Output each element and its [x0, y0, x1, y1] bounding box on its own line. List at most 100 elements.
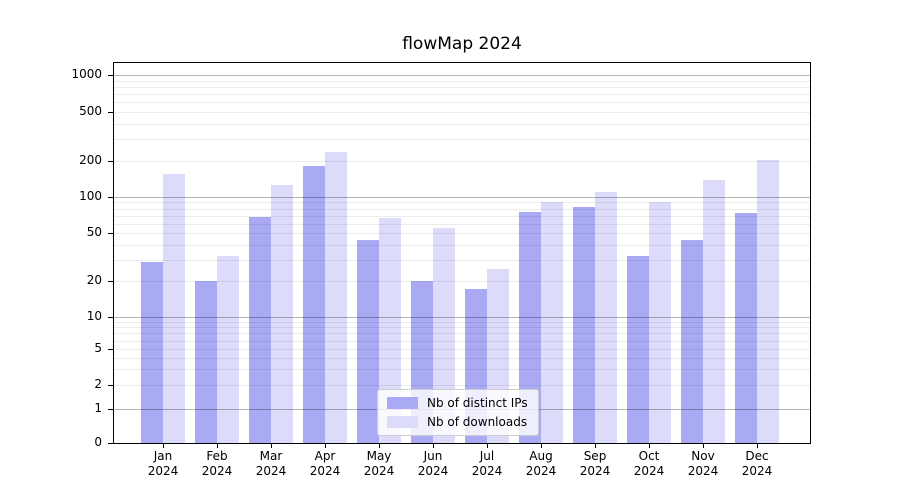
y-tick-label-1: 1 — [94, 400, 102, 415]
x-tick-mark-jan — [163, 444, 164, 448]
minor-gridline-300 — [114, 139, 810, 140]
x-tick-mark-oct — [649, 444, 650, 448]
y-tick-mark-1 — [108, 408, 113, 410]
x-tick-year-aug: 2024 — [525, 464, 557, 478]
bar-downloads-sep — [595, 192, 617, 443]
bar-downloads-nov — [703, 179, 725, 443]
bar-distinct-ips-apr — [303, 166, 325, 443]
x-tick-year-dec: 2024 — [741, 464, 773, 478]
minor-gridline-70 — [114, 216, 810, 217]
x-tick-label-jul: Jul 2024 — [459, 449, 515, 479]
minor-gridline-5 — [114, 349, 810, 350]
minor-gridline-7 — [114, 333, 810, 334]
minor-gridline-900 — [114, 81, 810, 82]
y-tick-mark-1000 — [108, 75, 113, 76]
chart-title: flowMap 2024 — [402, 34, 522, 54]
y-tick-label-5: 5 — [94, 341, 102, 355]
bar-distinct-ips-mar — [249, 217, 271, 443]
x-tick-label-may: May 2024 — [351, 449, 407, 479]
x-tick-label-nov: Nov 2024 — [675, 449, 731, 479]
y-tick-mark-200 — [108, 161, 113, 162]
y-tick-mark-20 — [108, 281, 113, 282]
bar-distinct-ips-jan — [141, 261, 163, 443]
x-tick-label-jan: Jan 2024 — [135, 449, 191, 479]
bar-downloads-dec — [757, 159, 779, 443]
y-tick-mark-500 — [108, 112, 113, 113]
legend-item-downloads: Nb of downloads — [387, 415, 528, 429]
x-tick-mark-apr — [325, 444, 326, 448]
bar-distinct-ips-feb — [195, 281, 217, 443]
x-tick-label-aug: Aug 2024 — [513, 449, 569, 479]
y-tick-label-500: 500 — [79, 104, 102, 118]
y-tick-label-200: 200 — [79, 153, 102, 167]
x-tick-label-feb: Feb 2024 — [189, 449, 245, 479]
minor-gridline-8 — [114, 327, 810, 328]
x-tick-year-oct: 2024 — [633, 464, 665, 478]
minor-gridline-20 — [114, 281, 810, 282]
y-tick-mark-50 — [108, 233, 113, 234]
legend-swatch-distinct-ips — [387, 397, 418, 409]
major-gridline-100 — [114, 197, 810, 198]
minor-gridline-90 — [114, 202, 810, 203]
x-tick-mark-jul — [487, 444, 488, 448]
minor-gridline-3 — [114, 369, 810, 370]
x-tick-mark-may — [379, 444, 380, 448]
y-tick-label-20: 20 — [86, 273, 102, 287]
y-tick-label-10: 10 — [86, 309, 102, 323]
minor-gridline-600 — [114, 102, 810, 103]
minor-gridline-30 — [114, 260, 810, 261]
bar-downloads-aug — [541, 201, 563, 443]
major-gridline-1000 — [114, 75, 810, 76]
minor-gridline-4 — [114, 358, 810, 359]
bar-downloads-oct — [649, 201, 671, 443]
minor-gridline-40 — [114, 245, 810, 246]
minor-gridline-60 — [114, 224, 810, 225]
minor-gridline-700 — [114, 94, 810, 95]
bar-downloads-may — [379, 217, 401, 443]
bar-distinct-ips-dec — [735, 213, 757, 443]
minor-gridline-500 — [114, 112, 810, 113]
legend-label-downloads: Nb of downloads — [427, 415, 528, 429]
minor-gridline-800 — [114, 87, 810, 88]
bar-distinct-ips-oct — [627, 256, 649, 443]
x-tick-mark-aug — [541, 444, 542, 448]
x-tick-mark-jun — [433, 444, 434, 448]
x-tick-year-nov: 2024 — [687, 464, 719, 478]
y-tick-label-1000: 1000 — [71, 67, 102, 81]
x-tick-year-jul: 2024 — [471, 464, 503, 478]
legend-swatch-downloads — [387, 416, 418, 428]
y-tick-label-100: 100 — [79, 189, 102, 203]
bar-downloads-apr — [325, 152, 347, 443]
minor-gridline-2 — [114, 385, 810, 386]
plot-area: Nb of distinct IPs Nb of downloads — [113, 62, 811, 444]
legend-label-distinct-ips: Nb of distinct IPs — [427, 396, 528, 410]
minor-gridline-200 — [114, 161, 810, 162]
y-tick-mark-2 — [108, 385, 113, 386]
x-tick-year-mar: 2024 — [255, 464, 287, 478]
x-tick-label-jun: Jun 2024 — [405, 449, 461, 479]
minor-gridline-50 — [114, 233, 810, 234]
y-tick-mark-100 — [108, 197, 113, 198]
bar-distinct-ips-aug — [519, 211, 541, 443]
x-tick-label-oct: Oct 2024 — [621, 449, 677, 479]
bar-downloads-jan — [163, 174, 185, 443]
y-tick-label-2: 2 — [94, 377, 102, 391]
bar-downloads-feb — [217, 256, 239, 443]
bar-distinct-ips-may — [357, 239, 379, 443]
x-tick-year-may: 2024 — [363, 464, 395, 478]
bar-downloads-mar — [271, 184, 293, 443]
x-tick-label-sep: Sep 2024 — [567, 449, 623, 479]
bar-distinct-ips-nov — [681, 239, 703, 443]
legend-item-distinct-ips: Nb of distinct IPs — [387, 396, 528, 410]
minor-gridline-400 — [114, 124, 810, 125]
x-tick-year-sep: 2024 — [579, 464, 611, 478]
x-tick-label-mar: Mar 2024 — [243, 449, 299, 479]
y-tick-mark-0 — [108, 443, 113, 444]
minor-gridline-9 — [114, 322, 810, 323]
y-tick-mark-5 — [108, 349, 113, 350]
x-tick-year-apr: 2024 — [309, 464, 341, 478]
y-tick-mark-10 — [108, 317, 113, 318]
major-gridline-10 — [114, 317, 810, 318]
y-tick-label-50: 50 — [86, 225, 102, 239]
